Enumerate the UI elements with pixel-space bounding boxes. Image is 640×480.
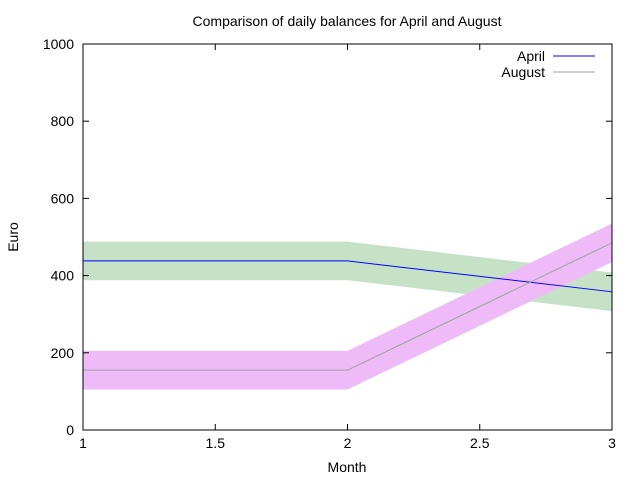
y-axis: 0 200 400 600 800 1000 — [43, 36, 612, 438]
x-axis: 1 1.5 2 2.5 3 — [79, 44, 616, 451]
series-lines — [83, 242, 613, 371]
series-line-1 — [83, 242, 613, 371]
x-tick-label: 2.5 — [470, 435, 490, 451]
y-tick-label: 1000 — [43, 36, 74, 52]
y-tick-label: 800 — [51, 113, 75, 129]
chart-title: Comparison of daily balances for April a… — [193, 13, 502, 29]
legend-label-1: August — [501, 64, 545, 80]
x-tick-label: 2 — [344, 435, 352, 451]
y-tick-label: 200 — [51, 345, 75, 361]
confidence-bands — [83, 223, 612, 390]
x-tick-label: 1.5 — [206, 435, 226, 451]
band-1 — [83, 223, 612, 390]
y-axis-label: Euro — [5, 222, 21, 252]
y-tick-label: 0 — [66, 422, 74, 438]
x-tick-label: 3 — [608, 435, 616, 451]
y-tick-label: 400 — [51, 268, 75, 284]
legend-label-0: April — [517, 48, 545, 64]
series-line-0 — [83, 260, 613, 293]
x-axis-label: Month — [328, 459, 367, 475]
x-tick-label: 1 — [79, 435, 87, 451]
y-tick-label: 600 — [51, 190, 75, 206]
